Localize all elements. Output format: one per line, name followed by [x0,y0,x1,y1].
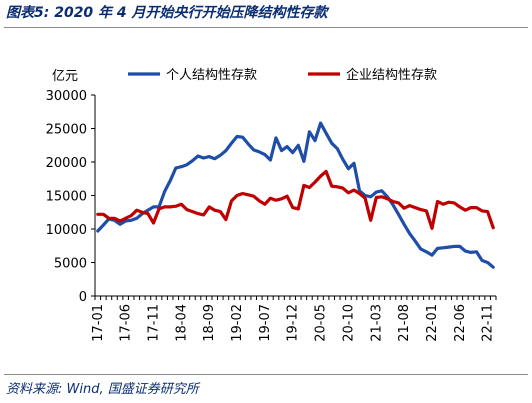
x-tick-label: 19-02 [230,304,245,342]
x-tick-label: 22-11 [481,304,496,342]
x-tick-label: 19-07 [258,304,273,342]
x-tick-label: 18-09 [202,304,217,342]
bottom-divider [4,374,528,375]
figure-title: 图表5: 2020 年 4 月开始央行开始压降结构性存款 [6,5,328,21]
figure-source: 资料来源: Wind, 国盛证券研究所 [6,382,199,397]
series-line-personal [96,121,495,269]
y-axis-unit-label: 亿元 [52,69,78,84]
y-tick-label: 10000 [46,223,87,238]
x-tick-label: 21-08 [397,304,412,342]
x-tick-label: 19-12 [286,304,301,342]
y-tick-label: 15000 [46,190,87,205]
x-axis-ticks: 17-01 17-06 17-11 18-04 18-09 19-02 19-07 19-12… [91,296,497,342]
y-tick-label: 30000 [46,89,87,104]
y-tick-label: 0 [79,290,87,305]
x-tick-label: 17-01 [91,304,106,342]
x-tick-label: 22-06 [453,304,468,342]
x-tick-label: 18-04 [174,304,189,342]
chart-axes [94,95,496,297]
y-tick-label: 5000 [54,257,87,272]
x-tick-label: 17-06 [119,304,134,342]
legend-label-corporate: 企业结构性存款 [346,67,437,83]
x-tick-label: 20-10 [341,304,356,342]
x-tick-label: 17-11 [146,304,161,342]
y-tick-label: 25000 [46,123,87,138]
y-tick-label: 20000 [46,156,87,171]
series-lines [96,121,495,269]
x-tick-label: 20-05 [314,304,329,342]
top-divider [4,27,528,28]
x-tick-label: 22-01 [425,304,440,342]
y-axis-ticks: 0 5000 10000 15000 20000 25000 30000 [46,89,95,305]
series-line-corporate [96,169,495,230]
chart-legend: 个人结构性存款 企业结构性存款 [128,67,437,83]
x-tick-label: 21-03 [369,304,384,342]
legend-label-personal: 个人结构性存款 [166,68,257,83]
